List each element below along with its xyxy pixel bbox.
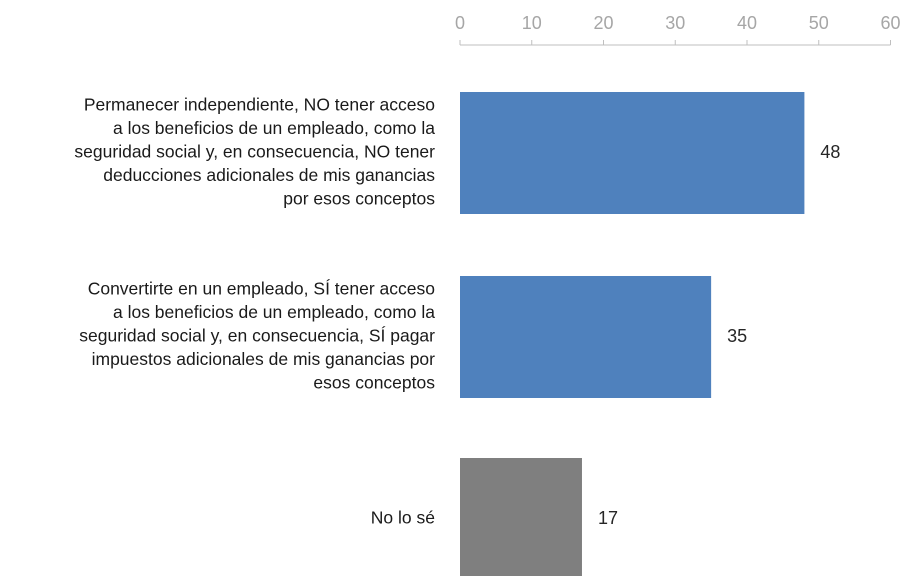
category-label: Permanecer independiente, NO tener acces… <box>74 95 435 209</box>
category-label-line: deducciones adicionales de mis ganancias <box>103 165 435 185</box>
x-axis: 0 10 20 30 40 50 60 <box>455 13 901 46</box>
category-label: Convertirte en un empleado, SÍ tener acc… <box>79 279 435 393</box>
value-labels: 48 35 17 <box>598 142 840 528</box>
category-label: No lo sé <box>371 508 435 528</box>
value-label: 48 <box>820 142 840 162</box>
x-tick-label: 20 <box>593 13 613 33</box>
category-label-line: a los beneficios de un empleado, como la <box>113 118 435 138</box>
category-labels: Permanecer independiente, NO tener acces… <box>74 95 435 528</box>
category-label-line: seguridad social y, en consecuencia, NO … <box>74 142 435 162</box>
bar <box>460 92 805 214</box>
category-label-line: a los beneficios de un empleado, como la <box>113 302 435 322</box>
category-label-line: Convertirte en un empleado, SÍ tener acc… <box>88 279 435 299</box>
category-label-line: Permanecer independiente, NO tener acces… <box>84 95 435 115</box>
x-tick-label: 60 <box>880 13 900 33</box>
category-label-line: impuestos adicionales de mis ganancias p… <box>92 349 436 369</box>
category-label-line: esos conceptos <box>313 373 435 393</box>
x-tick-label: 40 <box>737 13 757 33</box>
value-label: 17 <box>598 508 618 528</box>
x-tick-label: 0 <box>455 13 465 33</box>
bar <box>460 276 712 398</box>
category-label-line: seguridad social y, en consecuencia, SÍ … <box>79 326 435 346</box>
bars <box>460 92 805 576</box>
category-label-line: No lo sé <box>371 508 435 528</box>
category-label-line: por esos conceptos <box>283 189 435 209</box>
value-label: 35 <box>727 326 747 346</box>
x-tick-label: 30 <box>665 13 685 33</box>
x-tick-label: 50 <box>809 13 829 33</box>
bar <box>460 458 582 576</box>
x-tick-label: 10 <box>522 13 542 33</box>
